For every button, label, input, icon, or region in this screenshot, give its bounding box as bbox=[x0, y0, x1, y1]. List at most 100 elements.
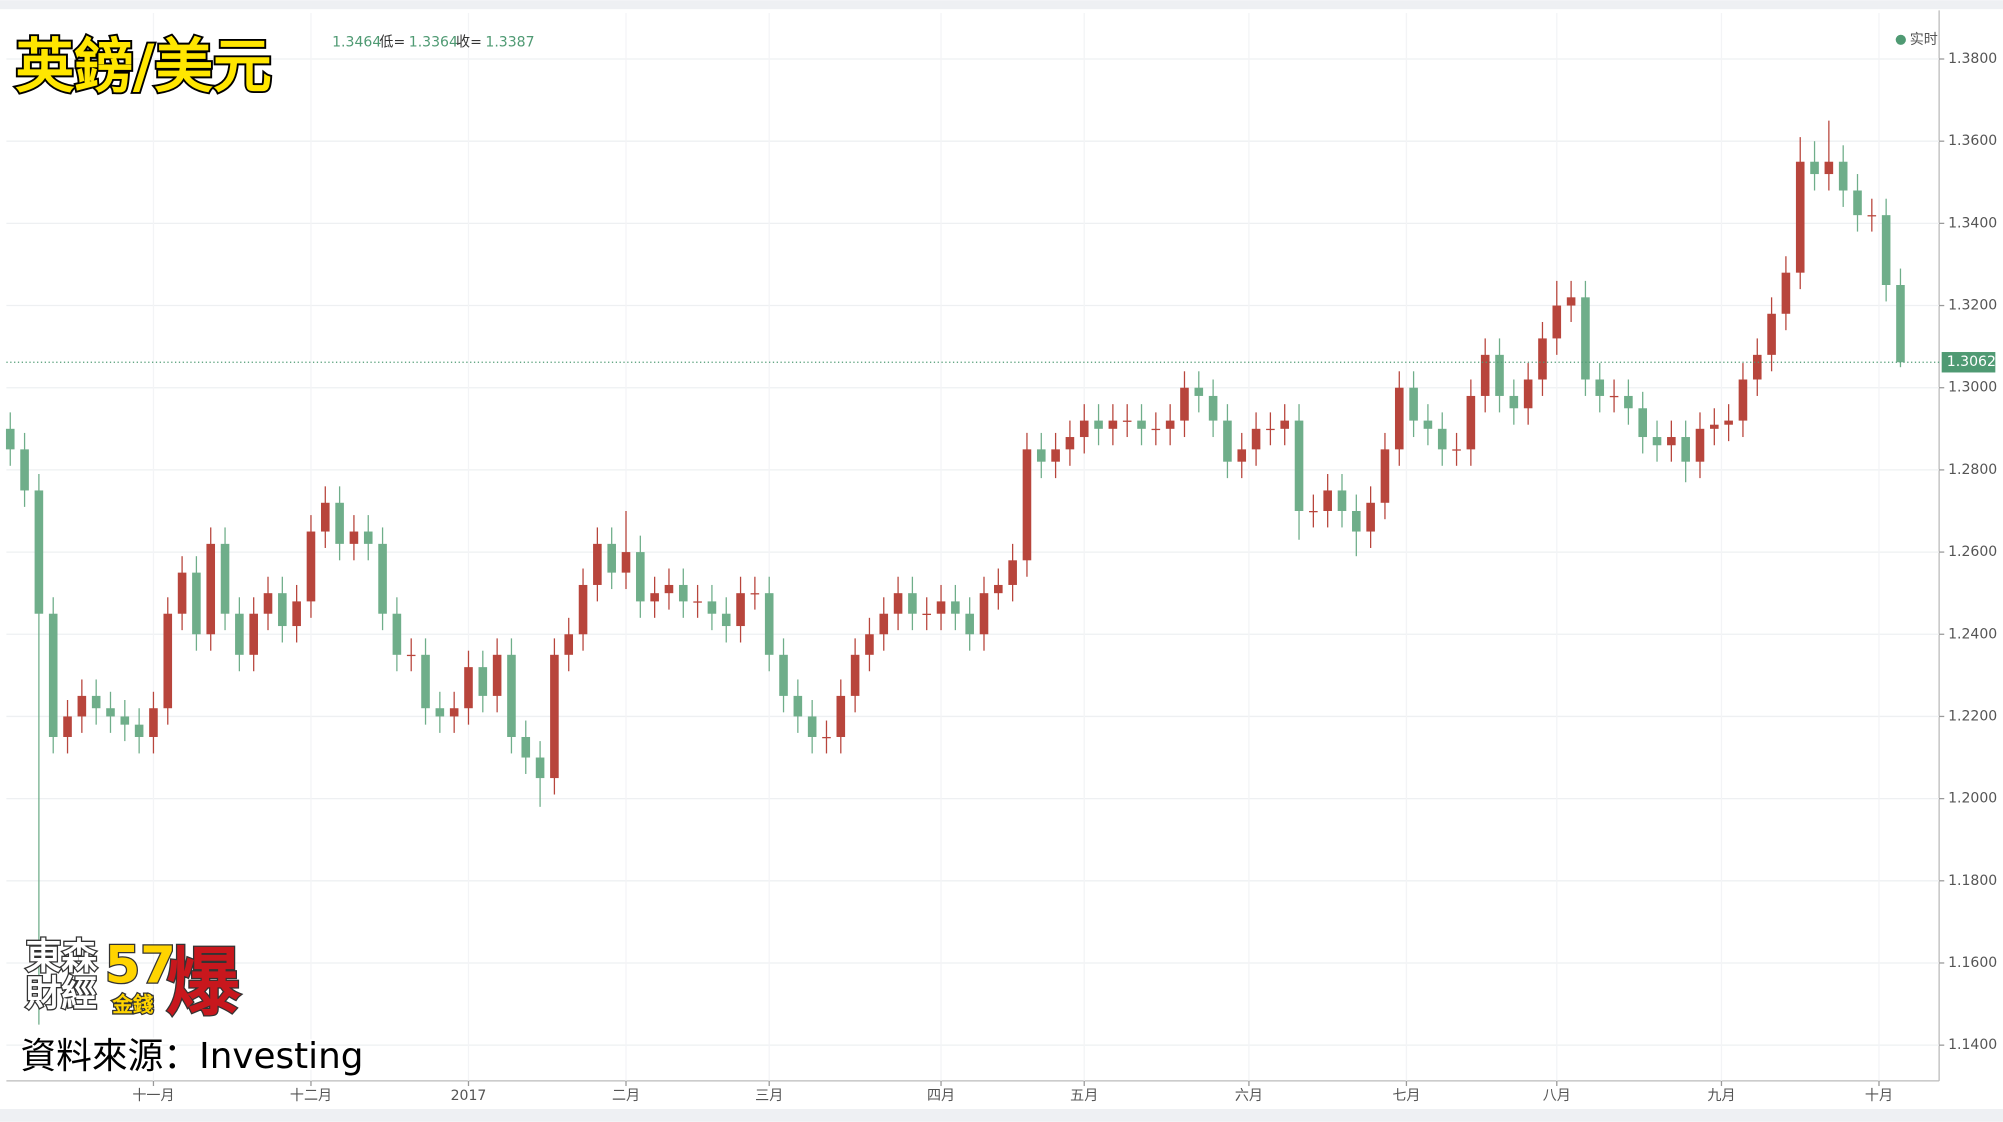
y-tick-label: 1.2200 bbox=[1948, 708, 1997, 724]
candle-body bbox=[750, 593, 760, 595]
last-price-label: 1.3062 bbox=[1947, 354, 1996, 370]
candle-body bbox=[492, 654, 502, 696]
logo-line2: 財經 bbox=[26, 973, 98, 1014]
candle-body bbox=[91, 695, 101, 709]
candle-body bbox=[678, 584, 688, 602]
candle-body bbox=[134, 724, 144, 737]
candle-body bbox=[1595, 379, 1605, 396]
candle-body bbox=[1495, 354, 1504, 396]
candle-body bbox=[1824, 161, 1834, 175]
candle-body bbox=[807, 716, 817, 737]
info-close-label: 收= bbox=[456, 34, 482, 50]
candle-body bbox=[306, 531, 316, 602]
logo-number: 57 bbox=[105, 936, 176, 995]
candle-body bbox=[1509, 395, 1519, 409]
candle-body bbox=[1538, 338, 1547, 380]
y-tick-label: 1.3200 bbox=[1948, 298, 1997, 314]
candle-body bbox=[779, 654, 788, 696]
candle-body bbox=[1094, 420, 1103, 429]
candle-body bbox=[1051, 449, 1060, 462]
candle-body bbox=[1896, 285, 1905, 363]
candle-body bbox=[1710, 424, 1719, 429]
candle-body bbox=[1208, 395, 1218, 421]
x-tick-label: 十二月 bbox=[290, 1088, 332, 1104]
candle-body bbox=[1108, 420, 1118, 429]
y-tick-label: 1.2400 bbox=[1948, 626, 1997, 642]
candle-body bbox=[822, 736, 831, 739]
candle-body bbox=[707, 601, 717, 614]
candle-body bbox=[1280, 420, 1290, 429]
candle-body bbox=[922, 613, 932, 615]
bottom-toolbar bbox=[0, 1109, 2003, 1122]
candle-body bbox=[1194, 387, 1204, 396]
candle-body bbox=[149, 708, 158, 737]
candle-body bbox=[1165, 420, 1175, 429]
live-label: 实时 bbox=[1910, 32, 1938, 48]
candle-body bbox=[1251, 428, 1261, 450]
candle-body bbox=[1881, 215, 1891, 286]
candle-body bbox=[908, 593, 917, 614]
candle-body bbox=[177, 572, 187, 614]
y-tick-label: 1.1600 bbox=[1948, 955, 1997, 971]
logo-sub: 金錢 bbox=[111, 993, 153, 1017]
candle-body bbox=[1523, 379, 1533, 409]
candle-body bbox=[192, 572, 201, 635]
y-tick-label: 1.1800 bbox=[1948, 873, 1997, 889]
candle-body bbox=[1581, 297, 1590, 380]
x-tick-label: 八月 bbox=[1543, 1088, 1571, 1104]
info-low-label: 低= bbox=[379, 34, 405, 50]
candle-body bbox=[693, 601, 702, 603]
candle-body bbox=[1223, 420, 1232, 462]
candle-body bbox=[621, 552, 631, 573]
candle-body bbox=[607, 543, 616, 573]
candle-body bbox=[1452, 449, 1461, 451]
info-prefix: 1.3464 bbox=[332, 34, 381, 50]
candle-body bbox=[449, 708, 459, 717]
candle-body bbox=[1738, 379, 1748, 421]
candle-body bbox=[1337, 490, 1347, 511]
candle-body bbox=[478, 667, 488, 696]
candle-body bbox=[1036, 449, 1046, 462]
candle-body bbox=[34, 490, 44, 614]
candle-body bbox=[1137, 420, 1146, 429]
candle-body bbox=[1151, 428, 1161, 431]
candle-body bbox=[764, 593, 774, 655]
candle-body bbox=[378, 543, 387, 614]
candle-body bbox=[1867, 215, 1877, 217]
candle-body bbox=[120, 716, 130, 725]
candle-body bbox=[507, 654, 516, 737]
candle-body bbox=[951, 601, 960, 614]
candle-body bbox=[1122, 420, 1132, 422]
candle-body bbox=[1366, 502, 1375, 532]
candle-body bbox=[936, 601, 946, 614]
candle-body bbox=[578, 584, 588, 635]
candle-body bbox=[5, 428, 15, 450]
candle-body bbox=[1795, 161, 1805, 273]
candle-body bbox=[1853, 190, 1862, 216]
candle-body bbox=[1180, 387, 1189, 421]
x-tick-label: 2017 bbox=[451, 1088, 487, 1104]
y-tick-label: 1.3400 bbox=[1948, 215, 1997, 231]
candle-body bbox=[292, 601, 301, 627]
candle-body bbox=[77, 695, 87, 717]
candle-body bbox=[1079, 420, 1089, 438]
candle-body bbox=[836, 695, 846, 737]
candle-body bbox=[1695, 428, 1705, 462]
candle-body bbox=[392, 613, 402, 655]
info-close: 1.3387 bbox=[485, 34, 534, 50]
candle-body bbox=[1423, 420, 1433, 429]
candle-body bbox=[421, 654, 430, 709]
last-price-box bbox=[1941, 352, 1996, 373]
candle-body bbox=[1552, 305, 1562, 339]
candle-body bbox=[994, 584, 1003, 594]
candle-body bbox=[1237, 449, 1247, 462]
candle-body bbox=[48, 613, 58, 737]
candle-body bbox=[664, 584, 674, 594]
candle-body bbox=[535, 757, 545, 779]
candle-body bbox=[1724, 420, 1733, 425]
x-tick-label: 三月 bbox=[755, 1088, 783, 1104]
source-note: 資料來源：Investing bbox=[20, 1036, 363, 1077]
candle-body bbox=[979, 593, 989, 635]
candle-body bbox=[893, 593, 903, 614]
